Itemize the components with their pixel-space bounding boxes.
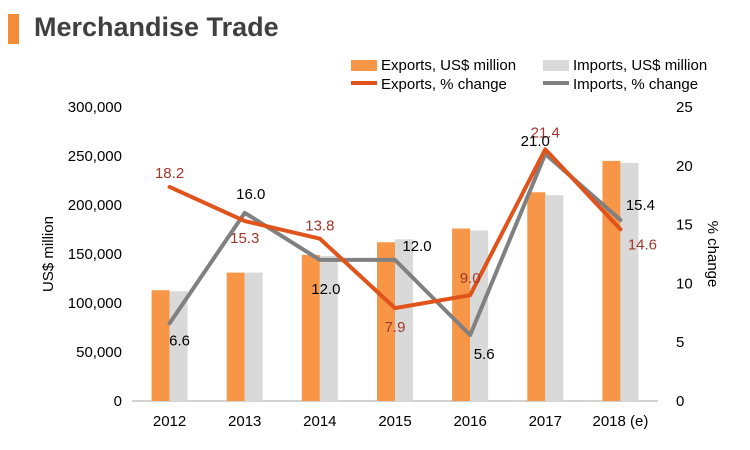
exports-change-data-label: 13.8 — [305, 218, 334, 235]
exports-bar — [301, 254, 320, 401]
legend-exports-bar-label: Exports, US$ million — [381, 57, 516, 74]
imports-change-data-label: 12.0 — [311, 281, 340, 298]
imports-bar — [319, 255, 338, 401]
legend-imports-bar-swatch — [543, 60, 569, 71]
y2-tick-label: 5 — [676, 334, 684, 351]
exports-change-line — [167, 147, 623, 311]
x-tick-label: 2015 — [378, 413, 411, 430]
imports-bar — [620, 162, 639, 401]
exports-bar — [226, 272, 245, 401]
y-tick-label: 300,000 — [68, 99, 122, 116]
exports-bar — [527, 192, 546, 401]
exports-bar — [377, 242, 395, 401]
exports-bar — [151, 290, 170, 401]
y-tick-label: 150,000 — [68, 246, 122, 263]
y2-tick-label: 25 — [676, 99, 693, 116]
x-tick-label: 2014 — [303, 413, 336, 430]
y2-tick-label: 20 — [676, 158, 693, 175]
title-accent-bar — [8, 14, 19, 44]
x-tick-label: 2018 (e) — [592, 413, 648, 430]
exports-bar — [602, 160, 621, 401]
imports-change-data-label: 5.6 — [474, 346, 495, 363]
legend-exports-line-label: Exports, % change — [381, 76, 507, 93]
imports-change-line — [167, 152, 623, 338]
exports-change-data-label: 9.0 — [460, 270, 481, 287]
y-tick-label: 200,000 — [68, 197, 122, 214]
x-tick-label: 2013 — [228, 413, 261, 430]
x-tick-label: 2016 — [453, 413, 486, 430]
imports-change-data-label: 15.4 — [626, 197, 655, 214]
imports-change-data-label: 16.0 — [236, 186, 265, 203]
imports-change-data-label: 21.0 — [521, 133, 550, 150]
y2-tick-label: 10 — [676, 275, 693, 292]
x-tick-label: 2012 — [153, 413, 186, 430]
legend-imports-line-label: Imports, % change — [573, 76, 698, 93]
exports-bar — [452, 228, 471, 401]
x-tick-label: 2017 — [529, 413, 562, 430]
exports-change-data-label: 14.6 — [628, 236, 657, 253]
exports-change-data-label: 15.3 — [230, 230, 259, 247]
y-tick-label: 0 — [114, 393, 122, 410]
y2-tick-label: 15 — [676, 217, 693, 234]
imports-bar — [545, 195, 564, 401]
exports-change-data-label: 7.9 — [385, 319, 406, 336]
y-tick-label: 50,000 — [76, 344, 122, 361]
exports-change-data-label: 21.4 — [531, 124, 560, 141]
y-axis-title: US$ million — [40, 216, 57, 292]
page-title: Merchandise Trade — [34, 12, 279, 42]
y-tick-label: 250,000 — [68, 148, 122, 165]
y2-axis-title: % change — [704, 221, 721, 288]
y-tick-label: 100,000 — [68, 295, 122, 312]
exports-change-data-label: 18.2 — [155, 165, 184, 182]
imports-bar — [244, 272, 263, 401]
imports-change-data-label: 6.6 — [169, 332, 190, 349]
imports-change-data-label: 12.0 — [402, 238, 431, 255]
legend-imports-bar-label: Imports, US$ million — [573, 57, 707, 74]
legend-exports-bar-swatch — [351, 60, 377, 71]
y2-tick-label: 0 — [676, 393, 684, 410]
imports-bar — [395, 239, 413, 401]
